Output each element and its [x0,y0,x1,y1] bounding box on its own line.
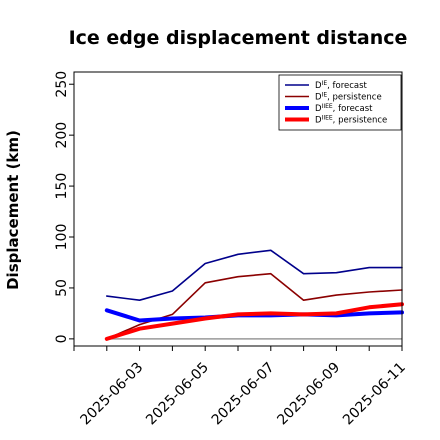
series-line-4 [104,302,404,341]
x-tick-label-2025-06-03: 2025-06-03 [78,360,147,429]
legend-entry-2: DIE, persistence [315,92,382,103]
legend-entry-3: DIIEE, forecast [315,103,373,114]
y-tick-label-200: 200 [54,122,70,149]
y-tick-label-250: 250 [54,71,70,98]
y-tick-label-150: 150 [54,173,70,200]
x-tick-label-2025-06-11: 2025-06-11 [340,360,409,429]
legend-entry-1: DIE, forecast [315,80,368,91]
y-tick-label-100: 100 [54,224,70,251]
y-axis-label: Displacement (km) [4,130,22,290]
series-line-2 [106,272,403,340]
x-tick-label-2025-06-09: 2025-06-09 [274,360,343,429]
y-tick-label-0: 0 [54,334,70,343]
legend-entry-4: DIIEE, persistence [315,115,387,126]
x-tick-label-2025-06-07: 2025-06-07 [209,360,278,429]
y-tick-label-50: 50 [54,279,70,297]
series-line-1 [106,249,403,302]
chart-title: Ice edge displacement distance [69,27,408,49]
x-tick-label-2025-06-05: 2025-06-05 [143,360,212,429]
